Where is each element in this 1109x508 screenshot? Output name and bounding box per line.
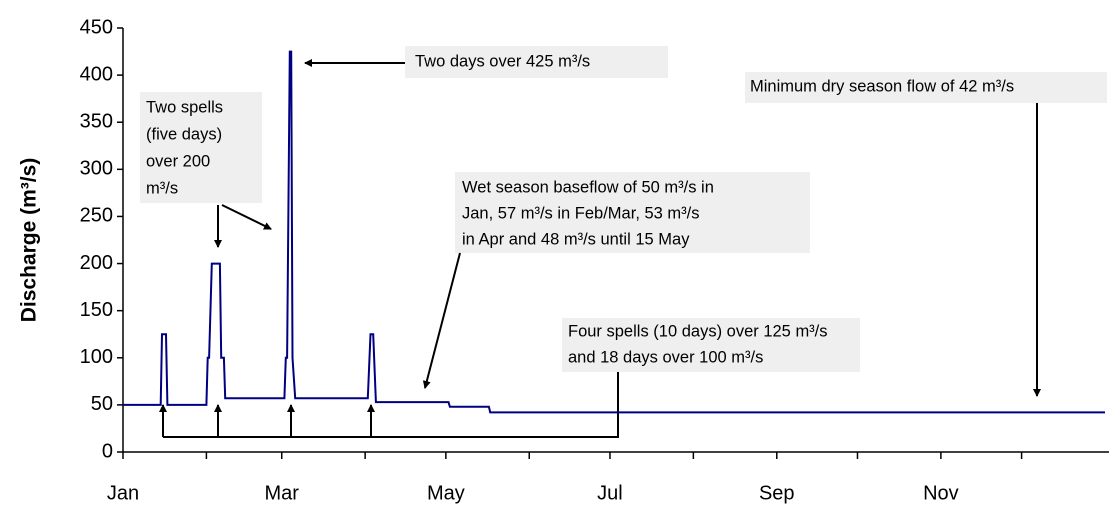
y-tick-label: 100	[80, 346, 113, 368]
y-tick-label: 200	[80, 252, 113, 274]
y-tick-label: 0	[102, 440, 113, 462]
arrow	[221, 204, 272, 230]
y-axis-label: Discharge (m³/s)	[18, 158, 41, 323]
annotation-text: Minimum dry season flow of 42 m³/s	[750, 77, 1014, 95]
annotation-text: and 18 days over 100 m³/s	[568, 348, 763, 366]
annotation-arrows	[159, 59, 1041, 438]
x-tick-label: Nov	[923, 482, 959, 504]
annotation-text: in Apr and 48 m³/s until 15 May	[462, 230, 690, 248]
annotation-box	[562, 318, 860, 372]
annotation-box	[745, 72, 1107, 103]
annotation-text: Wet season baseflow of 50 m³/s in	[462, 178, 714, 196]
annotation-text: m³/s	[146, 179, 178, 197]
annotation-text: Jan, 57 m³/s in Feb/Mar, 53 m³/s	[462, 204, 700, 222]
y-tick-label: 250	[80, 205, 113, 227]
x-tick-label: May	[427, 482, 465, 504]
y-tick-label: 300	[80, 158, 113, 180]
annotation-text: Two days over 425 m³/s	[415, 52, 590, 70]
annotation-box	[405, 46, 668, 78]
y-tick-label: 50	[91, 393, 113, 415]
arrow	[422, 252, 461, 389]
data-line	[123, 50, 1105, 414]
x-tick-label: Mar	[265, 482, 300, 504]
x-tick-label: Jan	[107, 482, 139, 504]
y-tick-label: 350	[80, 111, 113, 133]
y-tick-label: 450	[80, 16, 113, 38]
annotation-text: Four spells (10 days) over 125 m³/s	[568, 322, 828, 340]
x-tick-label: Sep	[759, 482, 795, 504]
y-tick-label: 400	[80, 63, 113, 85]
y-tick-label: 150	[80, 299, 113, 321]
annotation-text: over 200	[146, 152, 210, 170]
annotation-boxes	[140, 46, 1107, 372]
bracket	[163, 372, 619, 438]
x-tick-label: Jul	[597, 482, 623, 504]
annotation-box	[140, 92, 262, 203]
annotation-text: (five days)	[146, 125, 222, 143]
annotation-text: Two spells	[146, 98, 223, 116]
annotation-box	[455, 172, 810, 253]
